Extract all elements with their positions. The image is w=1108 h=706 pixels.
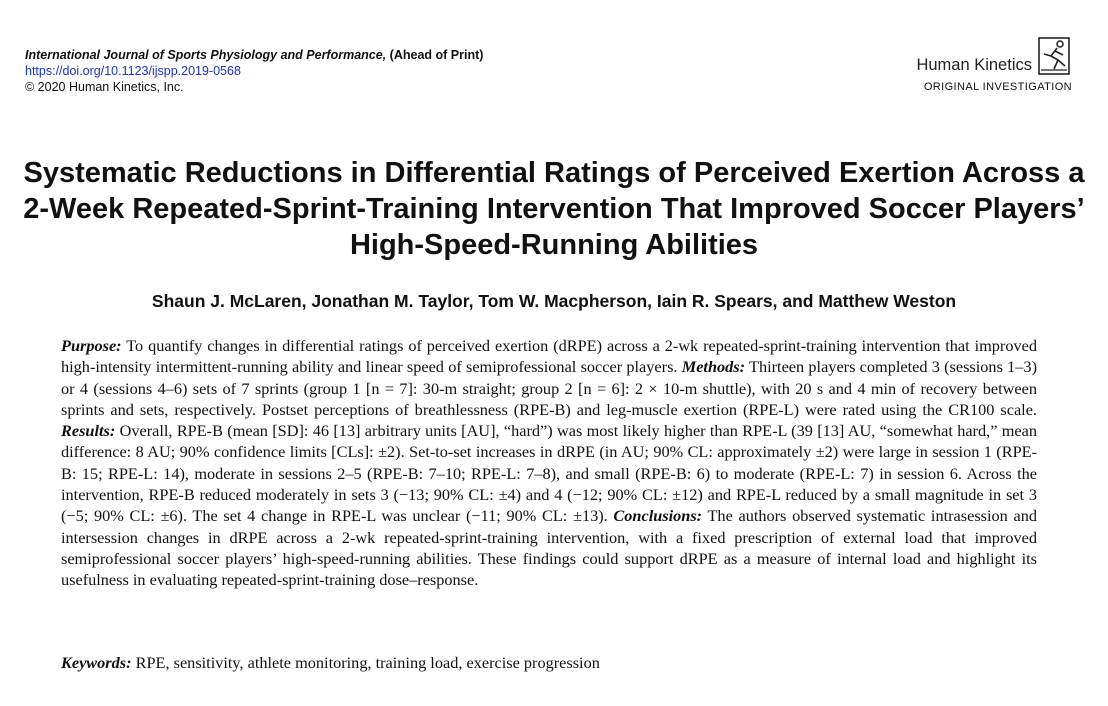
keywords: Keywords: RPE, sensitivity, athlete moni… <box>61 652 1037 673</box>
copyright-notice: © 2020 Human Kinetics, Inc. <box>25 80 184 94</box>
journal-name: International Journal of Sports Physiolo… <box>25 48 387 62</box>
keywords-text: RPE, sensitivity, athlete monitoring, tr… <box>131 653 600 672</box>
abstract-paragraph: Purpose: To quantify changes in differen… <box>61 335 1037 591</box>
conclusions-label: Conclusions: <box>613 506 703 526</box>
results-label: Results: <box>61 421 116 441</box>
conclusions-text: The authors observed systematic intrases… <box>61 506 1037 590</box>
article-type-label: ORIGINAL INVESTIGATION <box>923 81 1072 93</box>
doi-link[interactable]: https://doi.org/10.1123/ijspp.2019-0568 <box>25 64 241 78</box>
results-text: Overall, RPE-B (mean [SD]: 46 [13] arbit… <box>61 421 1037 526</box>
ahead-of-print-label: (Ahead of Print) <box>386 48 484 62</box>
purpose-text: To quantify changes in differential rati… <box>61 336 1037 377</box>
journal-citation-line: International Journal of Sports Physiolo… <box>25 47 483 63</box>
publisher-name: Human Kinetics <box>916 56 1032 74</box>
purpose-label: Purpose: <box>61 336 122 355</box>
abstract: Purpose: To quantify changes in differen… <box>61 335 1037 591</box>
publisher-block: Human Kinetics ORIGINAL INVESTIGATION <box>916 36 1072 93</box>
human-kinetics-logo-icon <box>1038 37 1070 75</box>
article-title: Systematic Reductions in Differential Ra… <box>23 157 1085 261</box>
methods-text: Thirteen players completed 3 (sessions 1… <box>61 357 1037 419</box>
keywords-label: Keywords: <box>61 653 132 672</box>
author-list: Shaun J. McLaren, Jonathan M. Taylor, To… <box>151 291 957 311</box>
journal-header: International Journal of Sports Physiolo… <box>25 47 483 95</box>
methods-label: Methods: <box>681 357 746 377</box>
